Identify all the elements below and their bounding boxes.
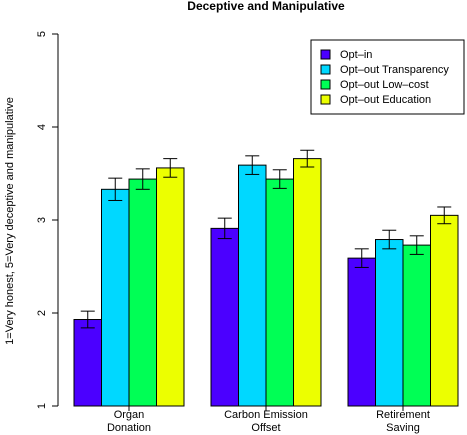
legend-label-3: Opt–out Low–cost (340, 79, 429, 91)
bar-1-4 (156, 167, 185, 407)
bar-3-1 (347, 257, 376, 407)
bar-1-1 (73, 319, 102, 407)
bar-2-3 (265, 178, 294, 407)
legend-label-1: Opt–in (340, 49, 372, 61)
bar-1-3 (128, 178, 157, 407)
bar-2-1 (210, 227, 239, 407)
x-tick-label-3-1: Retirement (376, 409, 430, 421)
x-tick-label-2-2: Offset (251, 422, 280, 434)
y-tick-label-1: 1 (36, 403, 48, 409)
legend-label-4: Opt–out Education (340, 94, 431, 106)
legend-swatch-4 (320, 94, 331, 105)
legend-label-2: Opt–out Transparency (340, 64, 449, 76)
legend-swatch-3 (320, 79, 331, 90)
legend-box (310, 39, 465, 115)
bar-3-2 (375, 239, 404, 407)
bar-3-4 (430, 214, 459, 407)
chart-title: Deceptive and Manipulative (187, 0, 345, 13)
y-tick-label-4: 4 (36, 124, 48, 130)
x-tick-label-1-1: Organ (114, 409, 145, 421)
y-tick-label-5: 5 (36, 31, 48, 37)
y-axis-label: 1=Very honest, 5=Very deceptive and mani… (4, 97, 16, 345)
legend-swatch-2 (320, 64, 331, 75)
x-tick-label-1-2: Donation (107, 422, 151, 434)
bar-2-2 (238, 164, 267, 407)
x-tick-label-3-2: Saving (386, 422, 420, 434)
y-tick-label-2: 2 (36, 310, 48, 316)
bar-2-4 (293, 158, 322, 407)
legend-swatch-1 (320, 49, 331, 60)
bar-3-3 (402, 244, 431, 407)
x-tick-label-2-1: Carbon Emission (224, 409, 308, 421)
bar-1-2 (101, 188, 130, 407)
y-tick-label-3: 3 (36, 217, 48, 223)
